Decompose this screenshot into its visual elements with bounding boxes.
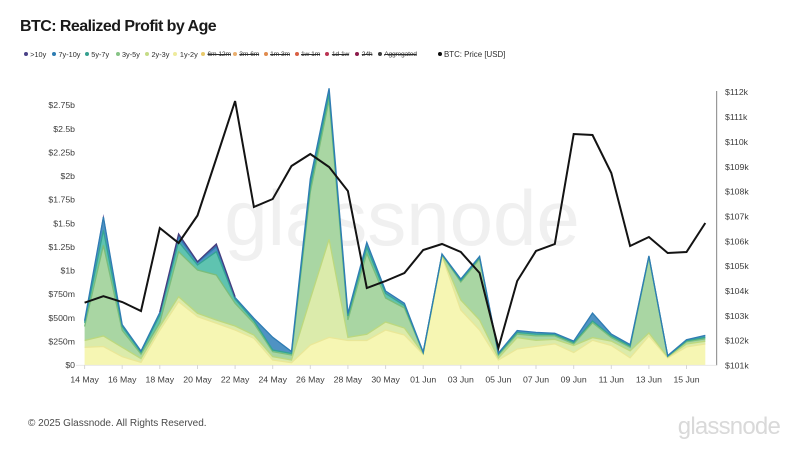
svg-text:28 May: 28 May [334,374,363,384]
svg-text:14 May: 14 May [70,374,99,384]
svg-text:$103k: $103k [725,311,749,321]
svg-text:$1b: $1b [61,266,76,276]
svg-text:09 Jun: 09 Jun [561,374,587,384]
svg-text:$250m: $250m [48,337,75,347]
svg-text:16 May: 16 May [108,374,137,384]
svg-text:$2.5b: $2.5b [53,124,75,134]
svg-text:$109k: $109k [725,162,749,172]
svg-text:$2.75b: $2.75b [48,100,75,110]
svg-text:$2.25b: $2.25b [48,148,75,158]
svg-text:$105k: $105k [725,261,749,271]
svg-text:$112k: $112k [725,87,749,97]
svg-text:18 May: 18 May [146,374,175,384]
svg-text:$0: $0 [65,360,75,370]
svg-text:20 May: 20 May [183,374,212,384]
svg-text:$111k: $111k [725,112,748,122]
svg-text:$104k: $104k [725,286,749,296]
svg-text:$750m: $750m [48,289,75,299]
svg-text:30 May: 30 May [371,374,400,384]
svg-text:15 Jun: 15 Jun [673,374,699,384]
svg-text:13 Jun: 13 Jun [636,374,662,384]
svg-text:01 Jun: 01 Jun [410,374,436,384]
svg-text:$110k: $110k [725,137,749,147]
svg-text:07 Jun: 07 Jun [523,374,549,384]
svg-text:$1.75b: $1.75b [48,195,75,205]
svg-text:26 May: 26 May [296,374,325,384]
svg-text:$107k: $107k [725,211,749,221]
svg-text:03 Jun: 03 Jun [448,374,474,384]
svg-text:$1.5b: $1.5b [53,218,75,228]
svg-text:$102k: $102k [725,336,749,346]
svg-text:$106k: $106k [725,236,749,246]
svg-text:$1.25b: $1.25b [48,242,75,252]
svg-text:$101k: $101k [725,361,749,371]
svg-text:24 May: 24 May [258,374,287,384]
svg-text:$500m: $500m [48,313,75,323]
svg-text:$108k: $108k [725,187,749,197]
svg-text:glassnode: glassnode [224,174,580,262]
svg-text:$2b: $2b [61,171,76,181]
svg-text:22 May: 22 May [221,374,250,384]
svg-text:11 Jun: 11 Jun [599,374,625,384]
svg-text:05 Jun: 05 Jun [485,374,511,384]
